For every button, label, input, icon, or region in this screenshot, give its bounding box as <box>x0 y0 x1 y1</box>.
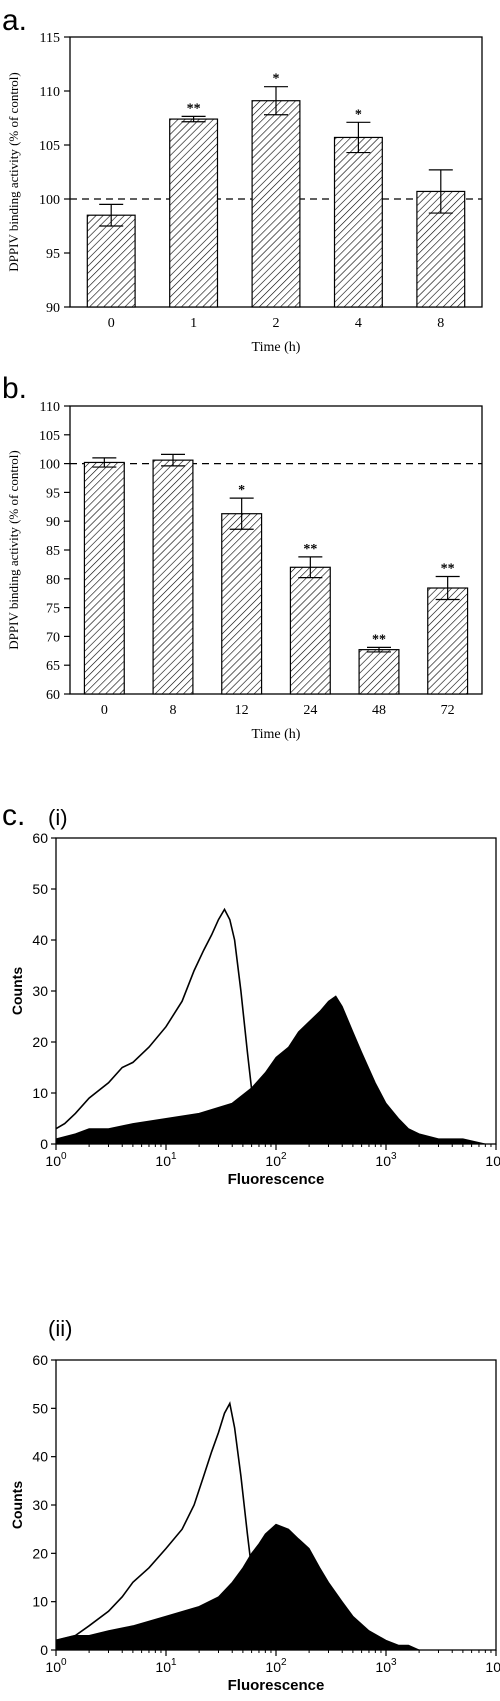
panel-label-a: a. <box>2 4 27 37</box>
bar <box>152 459 194 695</box>
x-tick-label: 0 <box>108 316 115 331</box>
outline-histogram <box>55 1401 275 1651</box>
y-tick-label: 30 <box>32 1497 48 1513</box>
y-tick-label: 50 <box>32 881 48 897</box>
y-tick-label: 115 <box>40 31 60 46</box>
x-tick-label: 100 <box>45 1657 67 1675</box>
x-tick-label: 104 <box>485 1151 500 1169</box>
y-axis-label: Counts <box>9 967 25 1015</box>
significance-label: * <box>238 483 245 498</box>
y-tick-label: 0 <box>40 1642 48 1658</box>
x-tick-label: 2 <box>273 316 280 331</box>
y-tick-label: 10 <box>32 1085 48 1101</box>
x-tick-label: 102 <box>265 1151 287 1169</box>
bar-chart-b: 60 65 70 75 80 85 90 95 100 105 110 0 8 * 12 ** 24 ** 48 **… <box>6 400 483 742</box>
x-axis-label: Fluorescence <box>228 1677 325 1694</box>
y-tick-label: 100 <box>39 458 60 473</box>
x-tick-label: 72 <box>441 703 455 718</box>
panel-label-b: b. <box>2 372 27 405</box>
x-tick-label: 104 <box>485 1657 500 1675</box>
significance-label: ** <box>303 542 317 557</box>
y-tick-label: 65 <box>46 659 60 674</box>
x-tick-label: 103 <box>375 1151 397 1169</box>
y-axis-label: Counts <box>9 1481 25 1529</box>
y-tick-label: 70 <box>46 630 60 645</box>
y-tick-label: 90 <box>46 515 60 530</box>
x-tick-label: 0 <box>101 703 108 718</box>
bar <box>251 100 301 308</box>
x-tick-label: 24 <box>303 703 317 718</box>
y-tick-label: 0 <box>40 1136 48 1152</box>
significance-label: ** <box>441 561 455 576</box>
plot-frame <box>69 405 483 695</box>
bar <box>83 461 125 695</box>
y-tick-label: 80 <box>46 573 60 588</box>
y-tick-label: 10 <box>32 1594 48 1610</box>
y-tick-label: 105 <box>39 139 60 154</box>
x-tick-label: 102 <box>265 1657 287 1675</box>
y-tick-label: 30 <box>32 983 48 999</box>
bar <box>427 587 469 695</box>
x-tick-label: 101 <box>155 1151 177 1169</box>
x-tick-label: 101 <box>155 1657 177 1675</box>
bar <box>86 214 136 308</box>
x-axis-label: Time (h) <box>252 727 301 742</box>
y-tick-label: 100 <box>39 193 60 208</box>
x-tick-label: 8 <box>437 316 444 331</box>
significance-label: * <box>273 72 280 87</box>
y-tick-label: 75 <box>46 602 60 617</box>
y-tick-label: 95 <box>46 486 60 501</box>
y-tick-label: 20 <box>32 1545 48 1561</box>
y-tick-label: 60 <box>32 1352 48 1368</box>
x-axis-label: Time (h) <box>252 340 301 355</box>
outline-histogram <box>55 907 267 1145</box>
bar <box>333 136 383 308</box>
bar-chart-a: 90 95 100 105 110 115 0 ** 1 * 2 * 4 8 Time (h) DPPIV b… <box>6 31 483 355</box>
significance-label: ** <box>372 632 386 647</box>
x-tick-label: 8 <box>170 703 177 718</box>
y-tick-label: 50 <box>32 1400 48 1416</box>
y-tick-label: 110 <box>40 85 60 100</box>
panel-label-c: c. <box>2 799 25 832</box>
bar <box>221 513 263 695</box>
x-tick-label: 12 <box>235 703 249 718</box>
histogram-c-i: 0 10 20 30 40 50 60 100 101 102 103 104 Fluorescence… <box>9 830 500 1188</box>
y-tick-label: 110 <box>40 400 60 415</box>
y-axis-label: DPPIV binding activity (% of control) <box>6 450 21 649</box>
y-tick-label: 40 <box>32 932 48 948</box>
histogram-c-ii: 0 10 20 30 40 50 60 100 101 102 103 104 Fluorescence… <box>9 1352 500 1694</box>
panel-label-c-ii: (ii) <box>48 1316 72 1341</box>
significance-label: * <box>355 107 362 122</box>
y-axis-label: DPPIV binding activity (% of control) <box>6 72 21 271</box>
bar <box>358 649 400 695</box>
filled-histogram <box>55 1523 496 1651</box>
y-tick-label: 90 <box>46 301 60 316</box>
x-tick-label: 100 <box>45 1151 67 1169</box>
x-tick-label: 4 <box>355 316 362 331</box>
y-tick-label: 95 <box>46 247 60 262</box>
y-tick-label: 60 <box>46 688 60 703</box>
y-tick-label: 105 <box>39 429 60 444</box>
significance-label: ** <box>187 101 201 116</box>
y-tick-label: 20 <box>32 1034 48 1050</box>
x-tick-label: 1 <box>190 316 197 331</box>
x-tick-label: 48 <box>372 703 386 718</box>
y-tick-label: 60 <box>32 830 48 846</box>
bar <box>289 566 331 695</box>
filled-histogram <box>55 995 496 1145</box>
x-tick-label: 103 <box>375 1657 397 1675</box>
x-axis-label: Fluorescence <box>228 1171 325 1188</box>
panel-label-c-i: (i) <box>48 805 68 830</box>
y-tick-label: 85 <box>46 544 60 559</box>
y-tick-label: 40 <box>32 1449 48 1465</box>
bar <box>169 118 219 308</box>
